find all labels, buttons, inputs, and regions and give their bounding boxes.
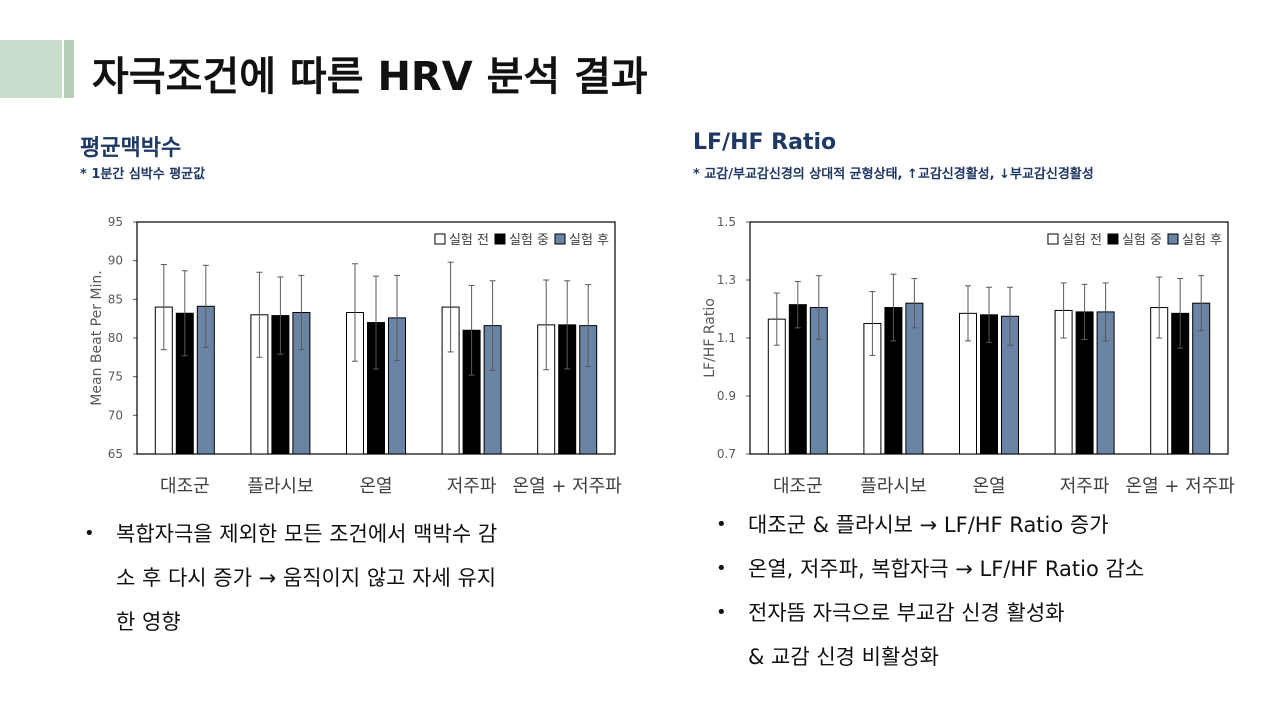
y-tick-label: 0.9	[717, 389, 736, 403]
legend-swatch	[1107, 233, 1119, 245]
y-tick-label: 90	[108, 254, 123, 268]
finding-item: 전자뜸 자극으로 부교감 신경 활성화	[712, 591, 1252, 635]
x-tick-label: 플라시보	[860, 476, 926, 497]
x-tick-label: 저주파	[447, 476, 497, 497]
legend-label: 실험 중	[509, 233, 549, 248]
y-tick-label: 85	[108, 292, 123, 306]
legend-label: 실험 후	[1182, 233, 1222, 248]
legend-label: 실험 후	[569, 233, 609, 248]
finding-item: 복합자극을 제외한 모든 조건에서 맥박수 감	[80, 512, 640, 556]
heart-rate-chart: Mean Beat Per Min. 65 70 75 80 85 90 95 대조군 플라시보 온…	[89, 215, 623, 497]
heart-rate-heading: 평균맥박수	[80, 136, 182, 161]
y-axis-title: LF/HF Ratio	[702, 298, 718, 378]
y-tick-label: 0.7	[717, 447, 736, 461]
heart-rate-findings: 복합자극을 제외한 모든 조건에서 맥박수 감 소 후 다시 증가 → 움직이지…	[80, 512, 640, 644]
lfhf-findings: 대조군 & 플라시보 → LF/HF Ratio 증가 온열, 저주파, 복합자…	[712, 503, 1252, 679]
x-tick-label: 저주파	[1060, 476, 1110, 497]
y-axis-title: Mean Beat Per Min.	[89, 270, 105, 405]
chart-legend: 실험 후 실험 중 실험 전	[434, 233, 609, 248]
x-tick-label: 대조군	[160, 476, 210, 497]
x-tick-label: 대조군	[773, 476, 823, 497]
y-tick-label: 95	[108, 215, 123, 229]
y-tick-label: 1.1	[717, 331, 736, 345]
y-tick-label: 65	[108, 447, 123, 461]
finding-item-continued: 소 후 다시 증가 → 움직이지 않고 자세 유지	[116, 566, 497, 590]
x-tick-label: 온열	[972, 476, 1005, 497]
legend-swatch	[554, 233, 566, 245]
y-tick-label: 1.3	[717, 273, 736, 287]
lfhf-heading: LF/HF Ratio	[693, 130, 837, 155]
lfhf-ratio-chart: LF/HF Ratio 0.7 0.9 1.1 1.3 1.5 대조군 플라시보 온열 저주파 온열…	[702, 215, 1236, 497]
finding-item-continued: 한 영향	[116, 610, 181, 634]
title-accent-block	[0, 40, 62, 98]
chart-legend: 실험 후 실험 중 실험 전	[1047, 233, 1222, 248]
legend-swatch	[494, 233, 506, 245]
y-tick-label: 1.5	[717, 215, 736, 229]
x-tick-label: 온열 + 저주파	[513, 476, 623, 497]
y-tick-label: 80	[108, 331, 123, 345]
slide-title: 자극조건에 따른 HRV 분석 결과	[92, 54, 648, 100]
heart-rate-note: * 1분간 심박수 평균값	[80, 167, 206, 182]
finding-item: 온열, 저주파, 복합자극 → LF/HF Ratio 감소	[712, 547, 1252, 591]
legend-label: 실험 전	[1062, 233, 1102, 248]
x-tick-label: 온열	[359, 476, 392, 497]
y-tick-label: 75	[108, 370, 123, 384]
finding-item: 대조군 & 플라시보 → LF/HF Ratio 증가	[712, 503, 1252, 547]
x-tick-label: 온열 + 저주파	[1126, 476, 1236, 497]
lfhf-note: * 교감/부교감신경의 상대적 균형상태, ↑교감신경활성, ↓부교감신경활성	[693, 167, 1094, 182]
finding-item-continued: & 교감 신경 비활성화	[748, 645, 939, 669]
title-accent-bar	[64, 40, 74, 98]
x-tick-label: 플라시보	[247, 476, 313, 497]
legend-swatch	[1167, 233, 1179, 245]
legend-swatch	[434, 233, 446, 245]
y-tick-label: 70	[108, 408, 123, 422]
legend-swatch	[1047, 233, 1059, 245]
legend-label: 실험 중	[1122, 233, 1162, 248]
legend-label: 실험 전	[449, 233, 489, 248]
